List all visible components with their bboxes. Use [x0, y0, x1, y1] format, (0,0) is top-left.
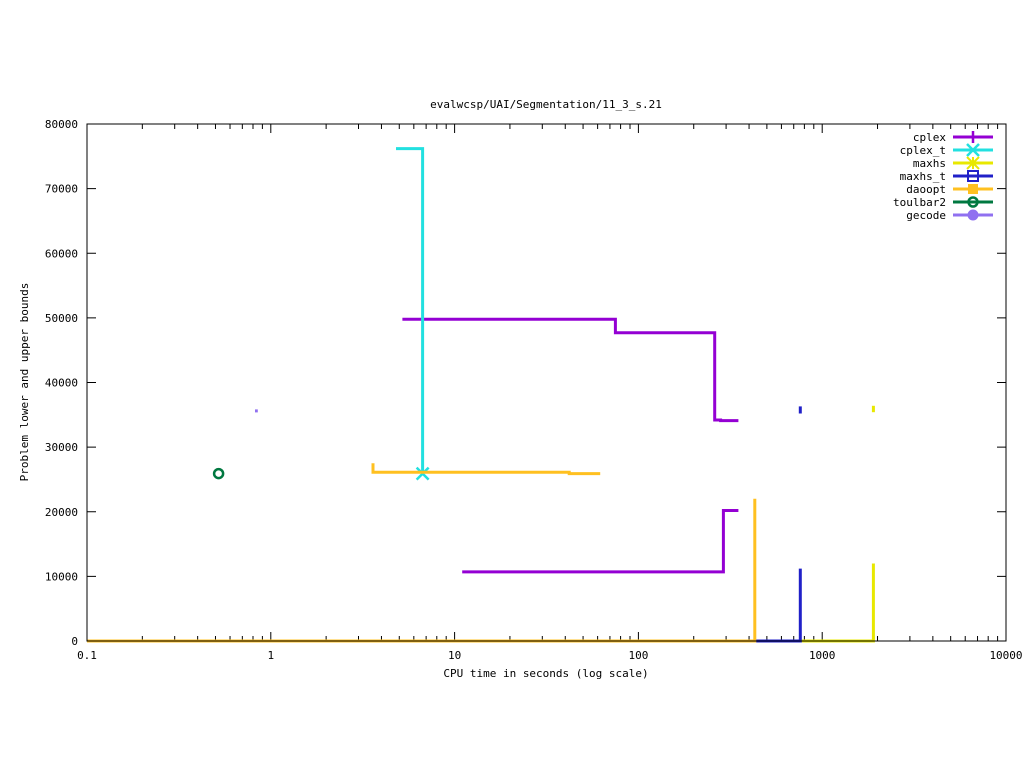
marker-shape [967, 131, 979, 143]
marker-shape [967, 196, 979, 208]
series-line [87, 498, 757, 643]
chart-title: evalwcsp/UAI/Segmentation/11_3_s.21 [430, 98, 662, 111]
y-tick-label: 20000 [45, 506, 78, 519]
plot-area [87, 147, 875, 643]
axis-ticks: 0.1 1 10 100 1000 10000 0 10000 20000 30000 40000 5… [45, 118, 1023, 662]
y-tick-label: 30000 [45, 441, 78, 454]
x-tick-label: 100 [628, 649, 648, 662]
y-tick-label: 0 [71, 635, 78, 648]
legend: cplexcplex_tmaxhsmaxhs_tdaoopttoulbar2ge… [893, 131, 993, 222]
data-point [212, 467, 225, 480]
marker-shape [967, 209, 979, 221]
marker-shape [967, 170, 979, 182]
legend-label: cplex_t [900, 144, 946, 157]
series-maxhs-t [87, 406, 802, 643]
marker-shape [212, 467, 225, 480]
series-toulbar2 [212, 467, 225, 480]
x-tick-label: 10 [448, 649, 461, 662]
y-tick-label: 50000 [45, 312, 78, 325]
series-line [371, 463, 601, 476]
x-tick-label: 1000 [809, 649, 836, 662]
marker-shape [966, 156, 980, 170]
y-tick-label: 10000 [45, 570, 78, 583]
x-tick-label: 1 [267, 649, 274, 662]
y-tick-label: 60000 [45, 247, 78, 260]
legend-label: daoopt [906, 183, 946, 196]
x-tick-label: 10000 [989, 649, 1022, 662]
series-line [462, 509, 739, 574]
series-cplex [402, 317, 739, 574]
marker-shape [966, 143, 980, 157]
plot-frame [86, 123, 1007, 642]
legend-label: maxhs [913, 157, 946, 170]
legend-marker [967, 170, 979, 182]
legend-label: maxhs_t [900, 170, 946, 183]
x-tick-label: 0.1 [77, 649, 97, 662]
legend-marker [967, 131, 979, 143]
legend-marker [966, 156, 980, 170]
y-axis-label: Problem lower and upper bounds [18, 283, 31, 482]
legend-label: cplex [913, 131, 946, 144]
y-tick-label: 80000 [45, 118, 78, 131]
legend-marker [967, 196, 979, 208]
series-line [396, 147, 425, 474]
series-line [87, 568, 802, 643]
legend-label: toulbar2 [893, 196, 946, 209]
series-cplex-t [396, 147, 430, 481]
x-axis-label: CPU time in seconds (log scale) [443, 667, 648, 680]
y-tick-label: 40000 [45, 377, 78, 390]
legend-label: gecode [906, 209, 946, 222]
series-line [402, 317, 739, 423]
y-tick-label: 70000 [45, 183, 78, 196]
legend-marker [967, 209, 979, 221]
legend-marker [968, 184, 978, 194]
series-daoopt [87, 463, 757, 643]
legend-marker [966, 143, 980, 157]
marker-shape [968, 184, 978, 194]
